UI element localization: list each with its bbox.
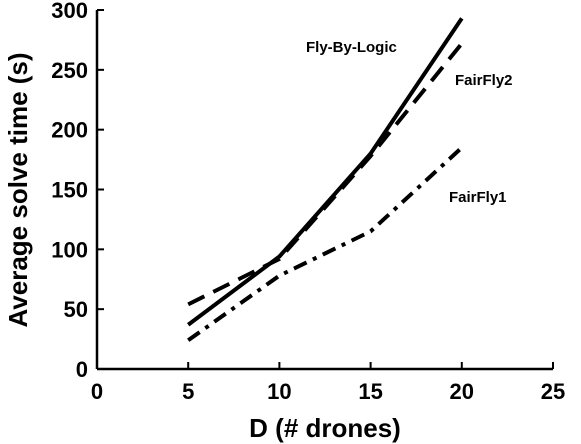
series-line-fairfly1 [187,146,464,342]
series-labels: Fly-By-Logic FairFly2 FairFly1 [306,39,513,206]
x-axis: 0 5 10 15 20 25 D (# drones) [91,362,565,443]
series-label-fairfly1: FairFly1 [449,189,507,206]
x-tick-label: 10 [267,379,291,404]
x-axis-title: D (# drones) [249,413,401,443]
y-tick-label: 300 [51,0,88,23]
x-tick-label: 20 [450,379,474,404]
y-axis-title: Average solve time (s) [3,52,33,327]
y-axis: 0 50 100 150 200 250 300 Average solve time (s… [3,0,104,382]
y-tick-label: 150 [51,178,88,203]
series-label-fairfly2: FairFly2 [455,72,513,89]
x-tick-label: 0 [91,379,103,404]
y-tick-label: 0 [76,357,88,382]
y-tick-label: 200 [51,118,88,143]
series-line-fairfly2 [187,42,464,307]
y-tick-group: 0 50 100 150 200 250 300 [51,0,104,382]
series-line-fly-by-logic [187,17,464,327]
y-tick-label: 250 [51,58,88,83]
x-tick-label: 15 [358,379,382,404]
x-tick-group: 0 5 10 15 20 25 [91,362,565,404]
series-label-fly-by-logic: Fly-By-Logic [306,39,397,56]
plot-series-group [187,17,464,342]
y-tick-label: 50 [64,297,88,322]
x-tick-label: 5 [182,379,194,404]
y-tick-label: 100 [51,237,88,262]
x-tick-label: 25 [541,379,565,404]
